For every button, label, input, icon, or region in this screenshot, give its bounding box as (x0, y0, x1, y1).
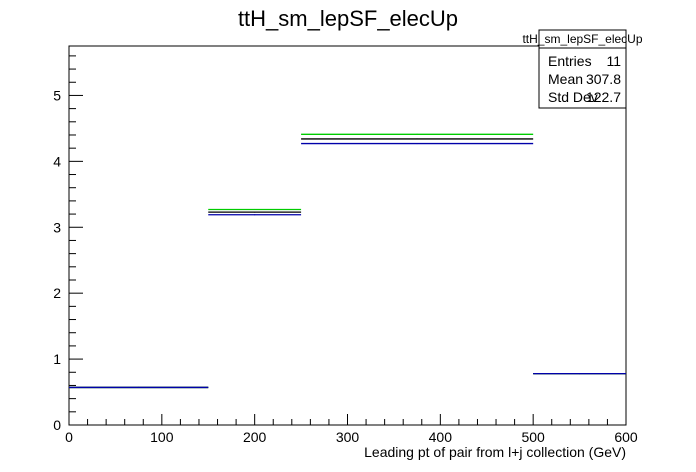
stats-entries-value: 11 (606, 53, 621, 69)
stats-entries-label: Entries (548, 53, 592, 69)
x-tick-label: 100 (150, 429, 174, 445)
stats-mean-label: Mean (548, 71, 583, 87)
chart-title: ttH_sm_lepSF_elecUp (238, 6, 458, 31)
x-axis-label: Leading pt of pair from l+j collection (… (364, 444, 626, 460)
x-tick-label: 300 (336, 429, 360, 445)
x-tick-label: 500 (521, 429, 545, 445)
stats-box: ttH_sm_lepSF_elecUp Entries 11 Mean 307.… (522, 29, 643, 109)
series-layer (69, 133, 626, 389)
stats-stddev-label: Std Dev (548, 89, 598, 105)
x-tick-label: 400 (429, 429, 453, 445)
y-tick-label: 1 (53, 351, 61, 367)
x-tick-label: 0 (65, 429, 73, 445)
x-tick-label: 200 (243, 429, 267, 445)
x-axis: 0 100 200 300 400 500 600 (65, 414, 638, 445)
y-tick-label: 5 (53, 87, 61, 103)
y-tick-label: 3 (53, 219, 61, 235)
y-tick-label: 2 (53, 285, 61, 301)
y-tick-label: 4 (53, 153, 61, 169)
series-0 (69, 133, 626, 389)
stats-mean-value: 307.8 (586, 71, 621, 87)
x-tick-label: 600 (614, 429, 638, 445)
series-2 (69, 142, 626, 389)
stats-stddev-value: 122.7 (586, 89, 621, 105)
y-tick-label: 0 (53, 417, 61, 433)
y-axis: 0 1 2 3 4 5 (53, 55, 83, 433)
series-1 (69, 138, 626, 389)
stats-box-title: ttH_sm_lepSF_elecUp (522, 32, 642, 46)
